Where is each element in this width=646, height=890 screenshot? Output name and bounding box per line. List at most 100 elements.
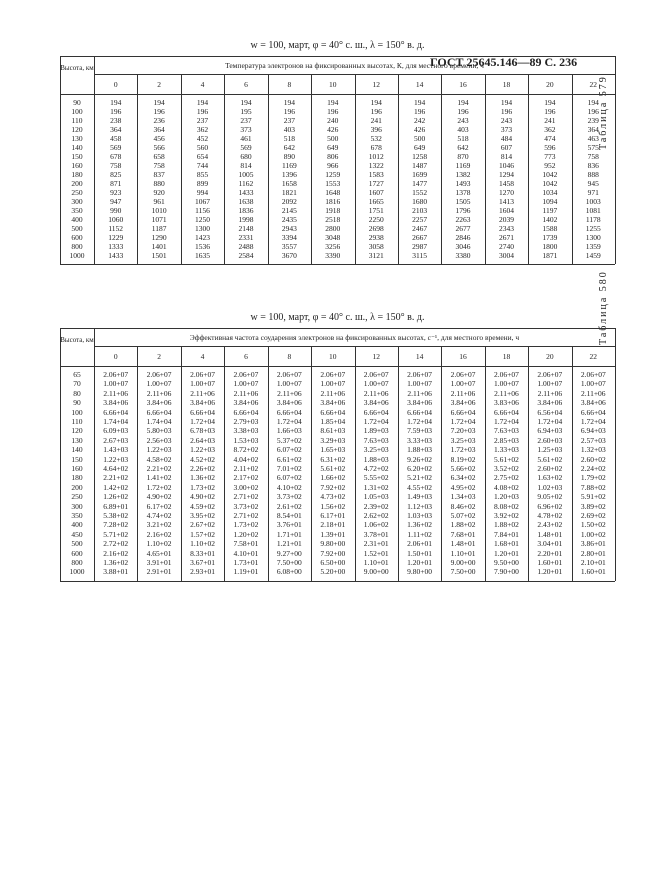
table-value: 7.50+00	[450, 567, 476, 577]
table-value: 1.22+03	[190, 445, 215, 455]
table-value: 241	[370, 116, 382, 125]
table-value: 1.36+02	[407, 520, 433, 530]
table-value: 5.37+02	[276, 435, 302, 445]
table-value: 2.06+07	[537, 370, 563, 379]
table-value: 484	[500, 134, 513, 143]
rule	[137, 346, 139, 581]
table-value: 1604	[498, 206, 514, 215]
table-value: 4.78+02	[537, 511, 563, 520]
height-value: 800	[71, 242, 83, 251]
height-value: 200	[71, 179, 83, 188]
rule	[528, 74, 530, 264]
table-value: 3.25+03	[450, 435, 476, 445]
table-value: 3.29+03	[320, 435, 346, 445]
table-value: 3.84+06	[450, 398, 476, 408]
table-value: 2.60+03	[537, 435, 563, 445]
table-value: 1487	[412, 161, 428, 170]
table-value: 3670	[281, 251, 297, 260]
table-value: 1658	[281, 179, 297, 188]
table-value: 607	[500, 143, 513, 152]
table-value: 236	[153, 116, 165, 125]
table-value: 2.16+02	[146, 529, 172, 539]
table-value: 1034	[542, 188, 558, 197]
table-value: 945	[587, 179, 599, 188]
table-value: 4.10+01	[233, 548, 259, 558]
table-value: 1046	[498, 161, 514, 170]
table-value: 8.72+02	[233, 445, 259, 455]
table-value: 240	[327, 116, 339, 125]
table-value: 1.50+02	[580, 520, 606, 530]
table-value: 1.89+03	[363, 426, 389, 436]
table-value: 6.66+04	[190, 407, 215, 417]
table-value: 2.57+03	[580, 435, 606, 445]
table-value: 3.92+02	[494, 511, 519, 520]
table-value: 7.58+01	[233, 539, 259, 549]
height-value: 110	[71, 116, 83, 125]
table-value: 2145	[281, 206, 297, 215]
rule	[180, 74, 182, 264]
table-value: 2488	[238, 242, 254, 251]
table-value: 1.11+02	[407, 529, 432, 539]
table-value: 2.17+02	[233, 473, 259, 483]
table-value: 1.49+03	[407, 492, 433, 502]
table-value: 1.12+03	[407, 501, 433, 511]
table-value: 362	[544, 125, 556, 134]
table-value: 2846	[455, 233, 471, 242]
table-value: 2.67+02	[190, 520, 215, 530]
table-value: 1.72+04	[363, 417, 389, 426]
table-value: 1552	[412, 188, 428, 197]
table-value: 1.10+01	[363, 558, 389, 567]
table-value: 1638	[238, 197, 254, 206]
table-value: 8.46+02	[450, 501, 476, 511]
table-value: 2.11+06	[320, 388, 346, 398]
rule	[311, 346, 313, 581]
table-value: 3.52+02	[494, 464, 519, 473]
height-value: 250	[71, 492, 83, 502]
table-value: 4.08+02	[494, 482, 519, 492]
table-value: 2.06+07	[363, 370, 389, 379]
table-value: 194	[370, 98, 382, 107]
table-value: 758	[153, 161, 165, 170]
table-value: 2.06+01	[407, 539, 433, 549]
table-value: 1.79+02	[580, 473, 606, 483]
table-value: 1.02+03	[537, 482, 563, 492]
table-value: 3.78+01	[363, 529, 389, 539]
table-value: 3.84+06	[407, 398, 433, 408]
table-value: 1.72+04	[537, 417, 563, 426]
table-value: 1.00+07	[494, 379, 519, 389]
table-value: 5.61+02	[494, 454, 519, 464]
table-value: 2263	[455, 215, 471, 224]
table-value: 1.73+02	[190, 482, 215, 492]
row-header: Высота, км	[60, 336, 94, 344]
table-value: 870	[457, 152, 469, 161]
table-value: 1005	[238, 170, 254, 179]
table-value: 2677	[455, 224, 471, 233]
table-value: 1.06+02	[363, 520, 389, 530]
table-value: 654	[196, 152, 209, 161]
table-value: 1493	[455, 179, 471, 188]
rule	[180, 346, 182, 581]
table-value: 3115	[412, 251, 427, 260]
table-value: 4.73+02	[320, 492, 346, 502]
table-value: 923	[110, 188, 122, 197]
table-value: 3004	[498, 251, 514, 260]
table-value: 888	[587, 170, 599, 179]
table-value: 3.84+06	[190, 398, 215, 408]
table-value: 194	[457, 98, 469, 107]
table-value: 1.00+07	[276, 379, 302, 389]
table-value: 3.21+02	[146, 520, 172, 530]
table-value: 9.00+00	[363, 567, 389, 577]
table-value: 1081	[585, 206, 601, 215]
table-value: 1.72+04	[450, 417, 476, 426]
height-value: 500	[71, 539, 83, 549]
table-value: 2.11+06	[103, 388, 128, 398]
table-value: 1.85+04	[320, 417, 346, 426]
column-header: 20	[546, 352, 554, 361]
table-value: 7.20+03	[450, 426, 476, 436]
height-value: 65	[73, 370, 81, 379]
table-value: 1.22+03	[146, 445, 172, 455]
table-value: 461	[240, 134, 252, 143]
column-header: 12	[372, 352, 380, 361]
table-value: 2.21+02	[103, 473, 129, 483]
rule	[615, 328, 616, 581]
